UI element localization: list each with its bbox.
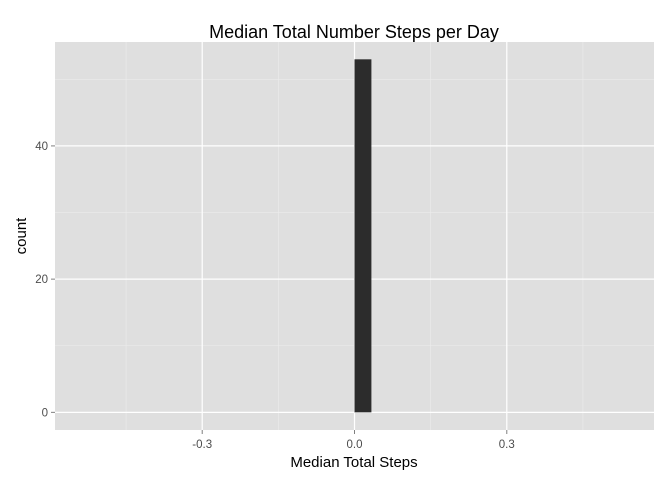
y-tick-label: 20 [35, 274, 48, 286]
y-tick-label: 0 [42, 407, 48, 419]
y-axis-title: count [13, 217, 30, 255]
bars [354, 59, 372, 413]
x-axis-title: Median Total Steps [290, 454, 417, 471]
chart-title: Median Total Number Steps per Day [209, 22, 499, 42]
axis-ticks: -0.3 0.0 0.3 0 20 40 [35, 141, 515, 451]
histogram-bar [354, 59, 372, 413]
x-tick-label: 0.3 [499, 439, 515, 451]
x-tick-label: 0.0 [347, 439, 363, 451]
x-tick-label: -0.3 [192, 439, 212, 451]
y-tick-label: 40 [35, 141, 48, 153]
